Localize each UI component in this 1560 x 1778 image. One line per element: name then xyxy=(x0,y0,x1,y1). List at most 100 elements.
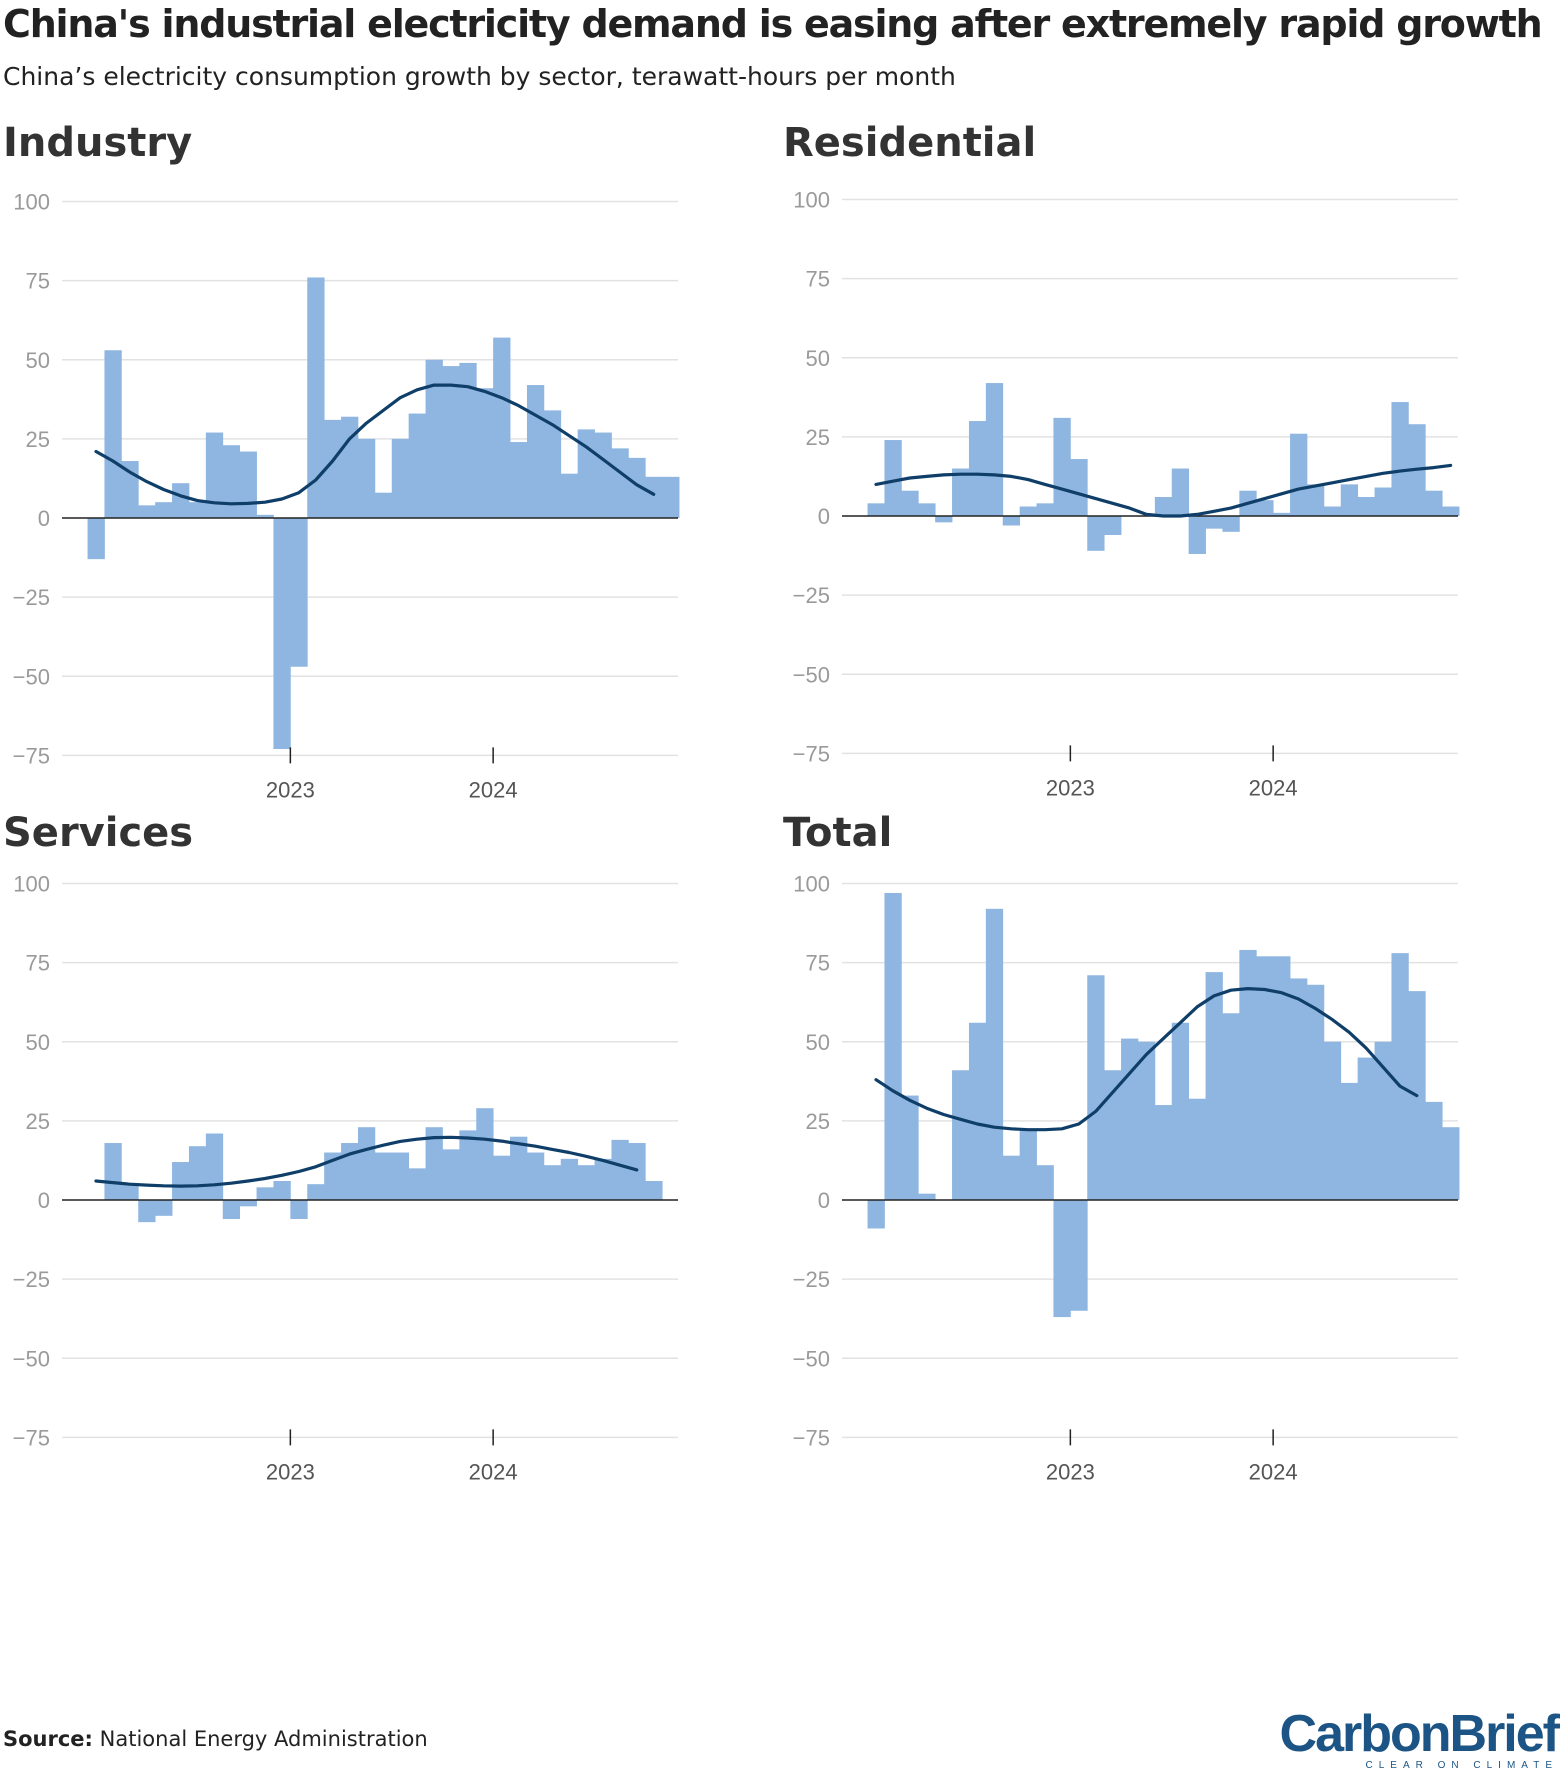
bar xyxy=(1425,1101,1443,1200)
bar xyxy=(1070,459,1088,516)
bar xyxy=(867,503,885,516)
bar xyxy=(1425,490,1443,516)
bar xyxy=(1137,1041,1156,1200)
y-tick-label: −75 xyxy=(13,743,50,768)
bar xyxy=(256,514,274,518)
bar xyxy=(1222,516,1240,532)
x-tick-label: 2023 xyxy=(266,777,315,802)
bar xyxy=(476,1108,494,1200)
bar xyxy=(1121,1038,1139,1200)
bar xyxy=(104,350,122,518)
bar xyxy=(867,1200,885,1229)
trend-line xyxy=(94,383,656,506)
bar xyxy=(918,503,936,516)
bar xyxy=(1104,1070,1122,1200)
bar xyxy=(138,505,156,518)
bar xyxy=(918,1193,936,1200)
bar xyxy=(662,476,680,518)
y-tick-label: 25 xyxy=(26,1109,50,1134)
bar xyxy=(952,1070,970,1200)
bar xyxy=(324,1152,342,1200)
y-tick-label: −50 xyxy=(13,1346,50,1371)
bar xyxy=(1391,402,1409,516)
x-tick-label: 2024 xyxy=(469,1459,518,1484)
bar xyxy=(985,383,1004,516)
bar xyxy=(391,438,410,518)
bar xyxy=(985,908,1004,1200)
bar xyxy=(273,1181,291,1200)
y-tick-label: 100 xyxy=(13,872,50,897)
x-tick-label: 2024 xyxy=(1249,1459,1298,1484)
y-tick-label: 0 xyxy=(818,504,830,529)
source-note: Source: National Energy Administration xyxy=(3,1727,428,1751)
bar xyxy=(374,492,393,518)
y-tick-label: 0 xyxy=(38,506,50,531)
bar xyxy=(1205,972,1223,1200)
bar xyxy=(560,473,579,518)
y-tick-label: 100 xyxy=(13,190,50,215)
bar xyxy=(425,359,443,518)
bar xyxy=(1273,512,1291,516)
bar xyxy=(172,483,190,518)
trend-line xyxy=(874,987,1419,1132)
bar xyxy=(1256,956,1274,1200)
bar xyxy=(205,432,224,518)
bar xyxy=(1036,503,1054,516)
bar xyxy=(901,490,919,516)
bar xyxy=(374,1152,393,1200)
bar xyxy=(172,1162,190,1200)
y-tick-label: 100 xyxy=(793,872,830,897)
chart-title: China's industrial electricity demand is… xyxy=(3,2,1543,46)
y-tick-label: −25 xyxy=(793,583,830,608)
y-tick-label: 50 xyxy=(26,1030,50,1055)
bar xyxy=(1070,1200,1088,1311)
panel-title-services: Services xyxy=(3,810,194,856)
bar xyxy=(1374,487,1392,516)
trend-line xyxy=(94,1135,639,1188)
x-tick-label: 2023 xyxy=(266,1459,315,1484)
bar xyxy=(1171,468,1190,516)
panel-title-total: Total xyxy=(783,810,893,856)
bar xyxy=(188,502,207,518)
source-label: Source: xyxy=(3,1727,93,1751)
bar xyxy=(543,1165,562,1200)
bar xyxy=(121,1184,139,1200)
bar xyxy=(526,1152,545,1200)
bar xyxy=(510,442,528,518)
y-tick-label: 75 xyxy=(806,267,830,292)
bar xyxy=(1323,506,1342,516)
bar xyxy=(307,1184,325,1200)
total-panel: Total 100 75 50 25 0 −25 −50 −75 2023 2024 xyxy=(780,810,1560,1560)
x-tick-label: 2024 xyxy=(1249,775,1298,800)
y-tick-label: 50 xyxy=(806,346,830,371)
y-tick-label: 75 xyxy=(26,951,50,976)
bar xyxy=(357,1127,376,1200)
y-tick-label: 75 xyxy=(26,269,50,294)
y-tick-label: −25 xyxy=(13,1267,50,1292)
bar xyxy=(1002,1155,1021,1200)
bar xyxy=(391,1152,410,1200)
bar xyxy=(884,892,902,1200)
bar xyxy=(476,388,494,518)
bar xyxy=(1357,497,1375,516)
y-tick-label: −50 xyxy=(13,664,50,689)
y-tick-label: −25 xyxy=(13,585,50,610)
y-tick-label: −75 xyxy=(793,741,830,766)
bar xyxy=(1205,516,1223,529)
bar xyxy=(155,502,173,518)
bar xyxy=(442,1149,460,1200)
bar xyxy=(222,1200,241,1219)
bar xyxy=(1019,1130,1037,1200)
y-tick-label: −75 xyxy=(13,1425,50,1450)
bar xyxy=(493,337,511,518)
y-tick-label: 25 xyxy=(806,425,830,450)
bar xyxy=(87,518,105,560)
bar xyxy=(459,1130,477,1200)
bar xyxy=(1290,433,1308,516)
total-chart: 100 75 50 25 0 −25 −50 −75 2023 2024 xyxy=(793,872,1460,1484)
bar xyxy=(1442,506,1460,516)
bar xyxy=(594,432,612,518)
bar xyxy=(952,468,970,516)
y-tick-label: −50 xyxy=(793,662,830,687)
bar xyxy=(188,1146,207,1200)
